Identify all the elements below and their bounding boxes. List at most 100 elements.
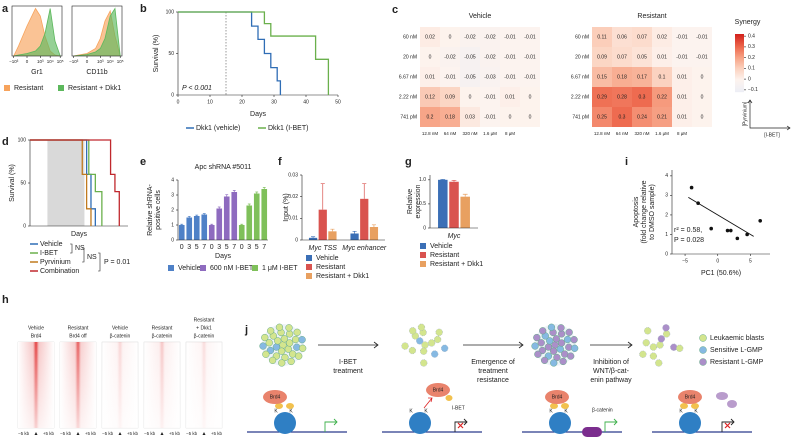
colorbar-step xyxy=(735,46,744,48)
point xyxy=(725,228,730,233)
cell xyxy=(274,337,282,345)
heatmap-cell xyxy=(632,27,652,47)
x-tick-label: −5 xyxy=(682,258,688,264)
y-tick-label: 0.01 xyxy=(288,216,298,222)
cell-label: -0.03 xyxy=(484,74,496,80)
cell xyxy=(540,356,549,365)
cell-label: 0 xyxy=(701,94,704,100)
acetyl-label: K xyxy=(694,408,698,414)
cell xyxy=(287,357,295,366)
y-tick-label: 0 xyxy=(171,92,174,98)
cell xyxy=(559,357,567,366)
bromodomain xyxy=(275,403,283,409)
tss-marker xyxy=(160,432,164,435)
cell xyxy=(570,336,578,344)
error-bar xyxy=(247,203,251,206)
y-tick-label: 3 xyxy=(171,192,174,198)
cell-label: 0.18 xyxy=(445,114,455,120)
cell xyxy=(261,333,269,342)
colorbar-step xyxy=(735,54,744,56)
x-axis-label: Days xyxy=(71,231,87,238)
cell xyxy=(272,343,281,351)
x-tick-label: 3 xyxy=(187,244,191,251)
axis-key-label: [I-BET] xyxy=(764,132,780,138)
heatmap-cell xyxy=(672,107,692,127)
column-label: 12.8 nM xyxy=(422,131,439,136)
heatmap-cell xyxy=(632,87,652,107)
axis-key xyxy=(747,99,791,131)
point xyxy=(735,236,740,241)
bcatenin xyxy=(716,392,728,400)
heatmap-cell xyxy=(460,87,480,107)
survival-curve xyxy=(30,139,120,226)
cell-label: 0 xyxy=(509,114,512,120)
heatmap-cell xyxy=(612,87,632,107)
x-tick-label: 10⁴ xyxy=(47,59,54,64)
cell xyxy=(419,328,427,337)
x-tick-label: 7 xyxy=(262,244,266,251)
row-label: 741 pM xyxy=(400,114,417,120)
heatmap-cell xyxy=(460,47,480,67)
colorbar-step xyxy=(735,50,744,52)
axis-label: −5 kb xyxy=(60,431,72,436)
cell-label: 0.09 xyxy=(445,94,455,100)
cell xyxy=(649,352,658,360)
x-axis-label: Gr1 xyxy=(31,69,43,76)
heatmap-cell xyxy=(592,27,612,47)
cell-label: 0 xyxy=(469,94,472,100)
colorbar-step xyxy=(735,58,744,60)
heatmap-cell xyxy=(420,47,440,67)
panel-label: e xyxy=(140,156,146,168)
x-tick-label: −10³ xyxy=(9,59,19,64)
cell-label: -0.01 xyxy=(696,54,708,60)
cell xyxy=(539,327,547,335)
axis-key-label: [Pyrvinium] xyxy=(742,101,748,126)
legend-label: Leukaemic blasts xyxy=(710,335,765,342)
cell-label: 0.28 xyxy=(617,94,627,100)
column-label: 12.8 nM xyxy=(594,131,611,136)
y-axis-label: Input (%) xyxy=(283,193,290,221)
heatmap-cell xyxy=(692,67,712,87)
y-tick-label: 2 xyxy=(171,207,174,213)
tss xyxy=(604,418,618,432)
row-label: 60 nM xyxy=(575,34,589,40)
column-label: 320 nM xyxy=(462,131,477,136)
cell xyxy=(431,350,439,358)
cell xyxy=(553,353,561,362)
cell xyxy=(644,327,652,335)
error-bar xyxy=(362,183,367,199)
cell-label: 0.15 xyxy=(597,74,607,80)
bar xyxy=(438,179,448,228)
cell xyxy=(285,330,294,338)
error-bar xyxy=(311,236,316,238)
cell xyxy=(295,352,303,360)
heatmap-cell xyxy=(440,67,460,87)
bromodomain xyxy=(550,403,558,409)
cell xyxy=(544,343,553,351)
heatmap-cell xyxy=(652,67,672,87)
error-bar xyxy=(217,206,221,209)
tss xyxy=(324,418,338,432)
cell-label: 0.07 xyxy=(637,34,647,40)
bar xyxy=(186,217,193,240)
bar xyxy=(460,196,470,228)
colorbar-step xyxy=(735,62,744,64)
cell xyxy=(642,339,650,347)
cell-label: -0.01 xyxy=(504,74,516,80)
track-label: Resistant xyxy=(194,317,215,323)
track-fade xyxy=(60,342,96,428)
cell xyxy=(546,337,554,345)
heatmap-cell xyxy=(632,107,652,127)
panel-label: g xyxy=(405,156,412,168)
cell-label: 0.09 xyxy=(597,54,607,60)
heatmap-cell xyxy=(692,47,712,67)
cell-label: 0.01 xyxy=(677,114,687,120)
heatmap-cell xyxy=(460,107,480,127)
colorbar-step xyxy=(735,74,744,76)
step-label: Emergence of xyxy=(471,359,515,366)
panel-label: j xyxy=(244,324,248,336)
cell xyxy=(676,344,684,352)
error-bar xyxy=(240,223,244,225)
bar xyxy=(231,192,238,240)
colorbar-step xyxy=(735,38,744,40)
